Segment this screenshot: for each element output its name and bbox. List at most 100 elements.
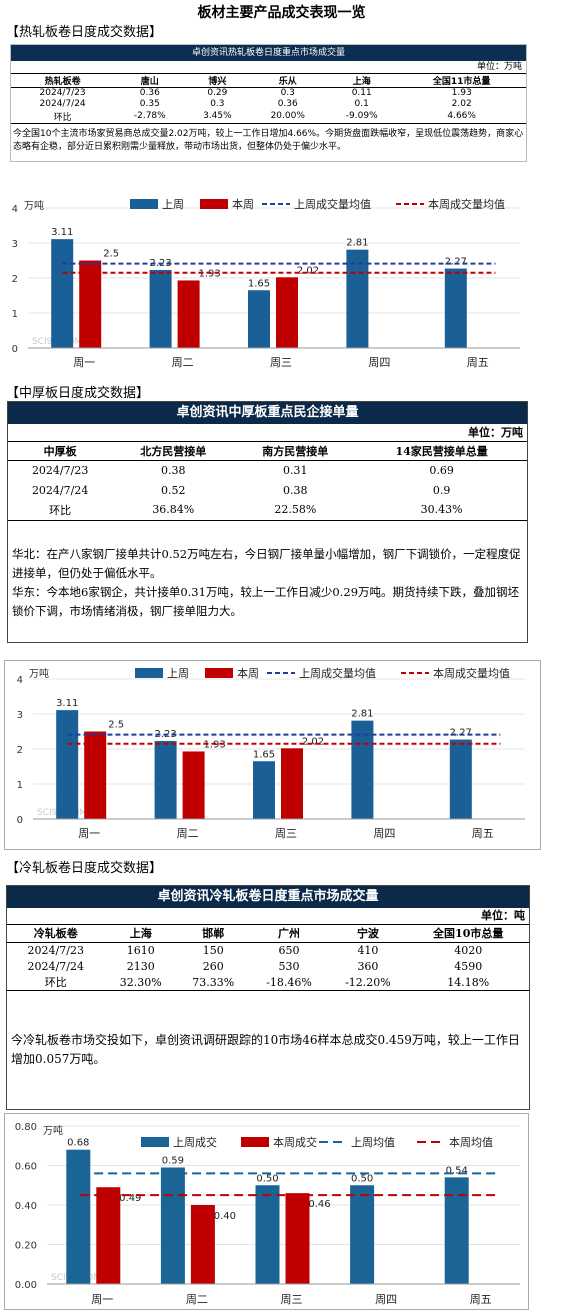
y-tick-label: 3	[12, 239, 18, 250]
legend-label: 上周成交	[173, 1135, 217, 1149]
hot-table-panel: 卓创资讯热轧板卷日度重点市场成交量 单位：万吨 热轧板卷 唐山 博兴 乐从 上海…	[10, 44, 527, 162]
data-label: 0.68	[67, 1138, 89, 1149]
mid-cell: 0.69	[429, 463, 454, 477]
mid-note-east: 华东：今本地6家钢企，共计接单0.31万吨，较上一工作日减少0.29万吨。期货持…	[12, 584, 520, 618]
x-category-label: 周三	[275, 827, 297, 840]
bar-this-week	[96, 1187, 121, 1284]
mid-table: 中厚板 北方民营接单 南方民营接单 14家民营接单总量 2024/7/23 0.…	[8, 442, 527, 521]
hot-cell: 3.45%	[203, 111, 232, 121]
hot-cell: 0.36	[277, 99, 298, 109]
cold-header-cell: 广州	[278, 927, 300, 941]
cold-chart-svg: 0.000.200.400.600.80万吨SCI99.COM周一0.680.4…	[15, 1122, 520, 1306]
mid-cell: 环比	[49, 503, 72, 517]
bar-last-week	[149, 269, 172, 348]
y-tick-label: 0	[12, 344, 18, 355]
x-category-label: 周二	[172, 356, 194, 369]
hot-header-cell: 上海	[352, 77, 371, 87]
hot-header-cell: 全国11市总量	[432, 77, 491, 87]
x-category-label: 周二	[177, 827, 199, 840]
cold-header-cell: 上海	[129, 927, 152, 941]
mid-cell: 2024/7/23	[31, 463, 89, 477]
data-label: 2.5	[103, 249, 119, 260]
legend-label: 本周	[237, 666, 259, 680]
data-label: 1.65	[248, 278, 270, 289]
data-label: 0.59	[162, 1155, 184, 1166]
cold-cell: -12.20%	[345, 975, 391, 989]
hot-cell: 1.93	[451, 88, 472, 99]
cold-cell: 14.18%	[447, 975, 490, 989]
data-label: 0.50	[351, 1173, 373, 1184]
cold-cell: 530	[278, 959, 300, 973]
cold-unit: 单位：吨	[7, 908, 529, 925]
hot-cell: 4.66%	[447, 111, 476, 121]
hot-chart: 01234万吨SCI99.COM周一3.112.5周二2.231.93周三1.6…	[0, 188, 540, 378]
mid-chart-svg: 01234万吨SCI99.COM周一3.112.5周二2.231.93周三1.6…	[17, 666, 525, 840]
x-category-label: 周五	[472, 827, 494, 840]
y-tick-label: 4	[17, 675, 23, 686]
cold-table-panel: 卓创资讯冷轧板卷日度重点市场成交量 单位：吨 冷轧板卷 上海 邯郸 广州 宁波 …	[6, 885, 530, 1110]
mid-table-panel: 卓创资讯中厚板重点民企接单量 单位：万吨 中厚板 北方民营接单 南方民营接单 1…	[7, 401, 528, 643]
legend-swatch	[200, 199, 228, 209]
data-label: 2.81	[351, 709, 373, 720]
mid-header-cell: 北方民营接单	[140, 444, 207, 458]
data-label: 3.11	[56, 698, 78, 709]
data-label: 1.93	[198, 268, 220, 279]
hot-cell: 0.3	[280, 88, 295, 99]
x-category-label: 周一	[78, 827, 100, 840]
hot-cell: 2.02	[451, 99, 472, 109]
x-category-label: 周一	[91, 1293, 113, 1306]
data-label: 2.02	[297, 265, 319, 276]
cold-banner: 卓创资讯冷轧板卷日度重点市场成交量	[7, 886, 529, 908]
data-label: 2.27	[445, 257, 467, 268]
y-tick-label: 3	[17, 710, 23, 721]
y-unit-label: 万吨	[29, 667, 49, 680]
cold-cell: 2024/7/24	[27, 959, 84, 973]
y-tick-label: 0.20	[15, 1241, 37, 1252]
mid-cell: 36.84%	[152, 503, 195, 517]
mid-header-cell: 南方民营接单	[262, 444, 329, 458]
bar-this-week	[281, 748, 303, 819]
y-tick-label: 0.60	[15, 1162, 37, 1173]
cold-cell: 410	[357, 943, 379, 957]
bar-last-week	[255, 1185, 280, 1284]
y-tick-label: 0.80	[15, 1122, 37, 1133]
hot-header-cell: 唐山	[140, 77, 159, 87]
legend-swatch	[130, 199, 158, 209]
mid-cell: 2024/7/24	[31, 483, 89, 497]
hot-header-cell: 乐从	[278, 77, 297, 87]
cold-cell: 32.30%	[119, 975, 162, 989]
bar-this-week	[79, 260, 102, 348]
bar-this-week	[190, 1205, 215, 1284]
bar-last-week	[444, 268, 467, 348]
hot-header-cell: 热轧板卷	[44, 77, 81, 87]
data-label: 2.27	[450, 728, 472, 739]
cold-cell: 360	[357, 959, 379, 973]
cold-cell: 150	[202, 943, 224, 957]
legend-swatch	[241, 1137, 269, 1147]
hot-chart-svg: 01234万吨SCI99.COM周一3.112.5周二2.231.93周三1.6…	[12, 197, 520, 369]
bar-last-week	[444, 1177, 469, 1284]
cold-cell: -18.46%	[266, 975, 312, 989]
mid-cell: 22.58%	[274, 503, 317, 517]
hot-table: 热轧板卷 唐山 博兴 乐从 上海 全国11市总量 2024/7/23 0.36 …	[11, 74, 526, 124]
legend-label: 本周均值	[449, 1135, 493, 1149]
y-tick-label: 0.40	[15, 1201, 37, 1212]
bar-this-week	[84, 731, 107, 819]
hot-unit: 单位：万吨	[11, 61, 526, 74]
y-tick-label: 2	[17, 745, 23, 756]
hot-banner: 卓创资讯热轧板卷日度重点市场成交量	[11, 45, 526, 61]
mid-cell: 0.38	[283, 483, 308, 497]
cold-cell: 4020	[454, 943, 483, 957]
legend-label: 本周成交量均值	[428, 197, 505, 211]
bar-last-week	[351, 720, 374, 819]
cold-cell: 2130	[126, 959, 155, 973]
cold-section-title: 【冷轧板卷日度成交数据】	[6, 861, 163, 876]
bar-last-week	[154, 740, 177, 819]
cold-table: 冷轧板卷 上海 邯郸 广州 宁波 全国10市总量 2024/7/23 1610 …	[7, 925, 529, 991]
hot-cell: 环比	[53, 112, 72, 123]
bar-this-week	[177, 280, 200, 348]
data-label: 2.02	[302, 736, 324, 747]
cold-cell: 650	[278, 943, 300, 957]
bar-last-week	[253, 761, 275, 819]
hot-cell: 0.35	[139, 99, 160, 109]
